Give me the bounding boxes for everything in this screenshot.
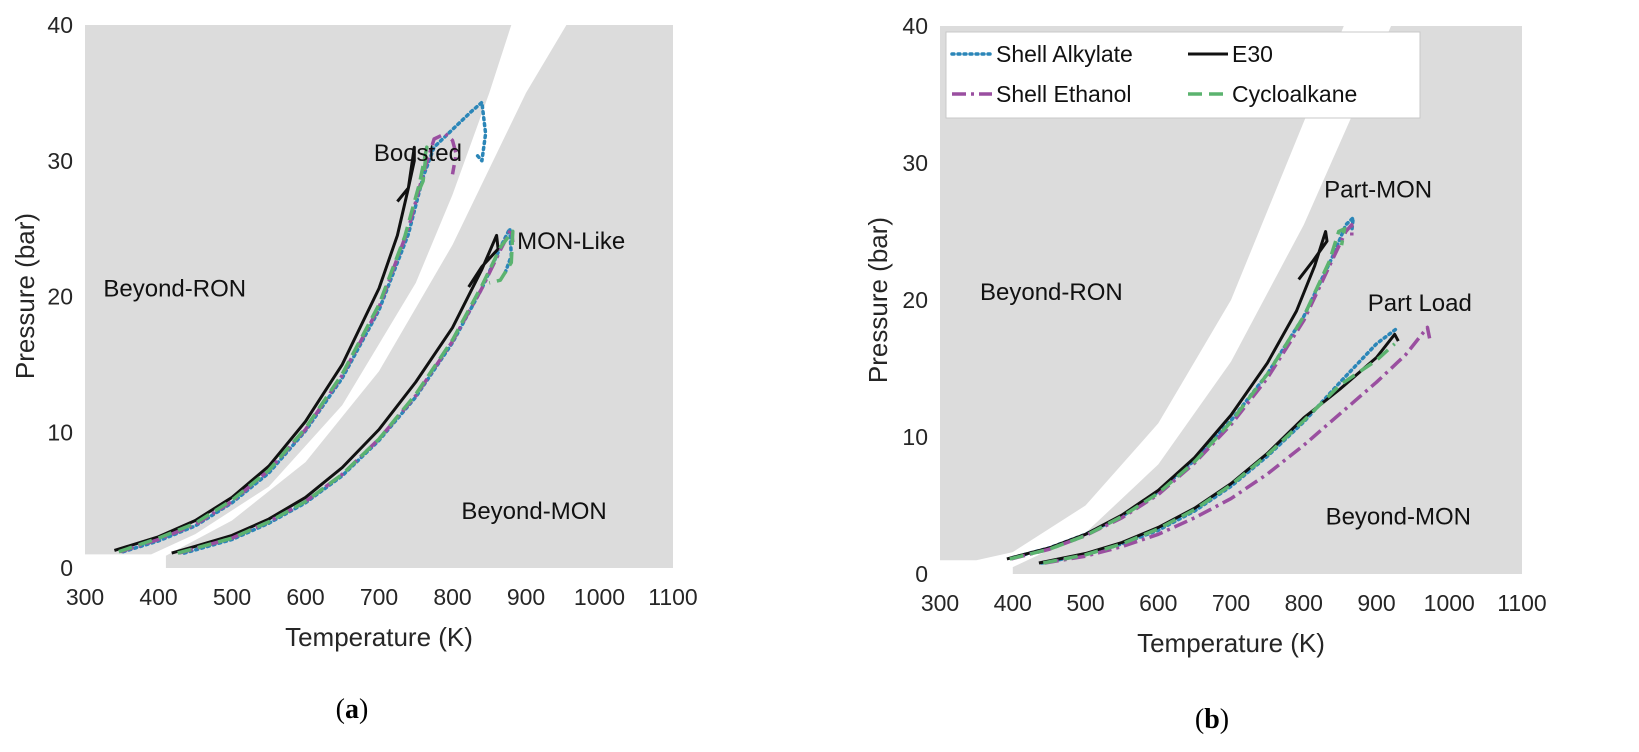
x-axis-label-a: Temperature (K) (285, 622, 473, 652)
unshaded-region-a (85, 25, 567, 568)
series-group-a (113, 100, 515, 555)
x-tick-label: 700 (1212, 590, 1250, 616)
annotations-a: Boosted MON-Like Beyond-RON Beyond-MON (103, 140, 625, 525)
x-axis-label-b: Temperature (K) (1137, 628, 1325, 658)
x-tick-labels-a: 300 400 500 600 700 800 900 1000 1100 (66, 584, 698, 610)
caption-b: (b) (1195, 704, 1229, 735)
series-group-b (1006, 216, 1432, 565)
y-tick-labels-b: 0 10 20 30 40 (902, 13, 928, 587)
series-line-shell-ethanol-1 (1010, 222, 1354, 561)
series-line-e30-2 (171, 233, 500, 555)
caption-a-letter: a (345, 694, 359, 725)
y-tick-label: 20 (47, 284, 73, 310)
series-line-shell-ethanol-2 (1044, 325, 1432, 565)
y-tick-labels-a: 0 10 20 30 40 (47, 12, 73, 581)
region-label-part-mon: Part-MON (1324, 176, 1432, 203)
x-tick-label: 300 (66, 584, 104, 610)
series-line-cycloalkane-1 (1009, 227, 1347, 561)
caption-b-letter: b (1204, 704, 1220, 735)
y-tick-label: 0 (60, 555, 73, 581)
region-label-beyond-mon: Beyond-MON (461, 498, 606, 525)
region-label-beyond-ron: Beyond-RON (103, 276, 246, 303)
y-tick-label: 20 (902, 287, 928, 313)
annotations-b: Part-MON Part Load Beyond-RON Beyond-MON (980, 176, 1472, 530)
series-line-cycloalkane-1 (118, 145, 429, 554)
y-tick-label: 40 (902, 13, 928, 39)
legend: Shell Alkylate E30 Shell Ethanol Cycloalkan… (945, 31, 1421, 119)
y-tick-label: 30 (47, 148, 73, 174)
series-line-cycloalkane-2 (177, 229, 515, 555)
y-tick-label: 0 (915, 561, 928, 587)
x-tick-label: 700 (360, 584, 398, 610)
y-axis-label-b: Pressure (bar) (863, 217, 893, 383)
legend-label-cycloalkane: Cycloalkane (1232, 81, 1357, 107)
x-tick-label: 400 (994, 590, 1032, 616)
x-tick-label: 800 (433, 584, 471, 610)
x-tick-label: 1000 (574, 584, 625, 610)
x-tick-label: 600 (1139, 590, 1177, 616)
caption-a: (a) (336, 694, 369, 725)
x-tick-label: 900 (1357, 590, 1395, 616)
region-label-beyond-mon: Beyond-MON (1326, 504, 1471, 531)
series-line-e30-1 (113, 145, 416, 552)
legend-box (945, 31, 1421, 119)
legend-label-shell-ethanol: Shell Ethanol (996, 81, 1132, 107)
y-tick-label: 10 (902, 424, 928, 450)
region-label-mon-like: MON-Like (517, 228, 625, 255)
chart-panel-b: 300 400 500 600 700 800 900 1000 1100 010203040 … (863, 13, 1547, 735)
plot-area-a (85, 25, 673, 568)
x-tick-label: 300 (921, 590, 959, 616)
chart-panel-a: 300 400 500 600 700 800 900 1000 1100 010203040 … (10, 12, 698, 725)
x-tick-label: 500 (213, 584, 251, 610)
x-tick-label: 1100 (648, 584, 697, 610)
x-tick-label: 500 (1066, 590, 1104, 616)
x-tick-labels-b: 300 400 500 600 700 800 900 1000 1100 (921, 590, 1547, 616)
series-line-shell-alkylate-2 (1040, 325, 1401, 565)
y-tick-label: 30 (902, 150, 928, 176)
x-tick-label: 600 (286, 584, 324, 610)
region-label-beyond-ron: Beyond-RON (980, 279, 1123, 306)
y-tick-label: 40 (47, 12, 73, 38)
legend-label-e30: E30 (1232, 41, 1273, 67)
x-tick-label: 1000 (1424, 590, 1475, 616)
region-label-boosted: Boosted (374, 140, 462, 167)
legend-label-shell-alkylate: Shell Alkylate (996, 41, 1133, 67)
series-line-cycloalkane-2 (1042, 342, 1396, 565)
x-tick-label: 400 (139, 584, 177, 610)
y-tick-label: 10 (47, 419, 73, 445)
x-tick-label: 1100 (1497, 590, 1546, 616)
y-axis-label-a: Pressure (bar) (10, 213, 40, 379)
region-label-part-load: Part Load (1368, 290, 1472, 317)
x-tick-label: 800 (1285, 590, 1323, 616)
x-tick-label: 900 (507, 584, 545, 610)
